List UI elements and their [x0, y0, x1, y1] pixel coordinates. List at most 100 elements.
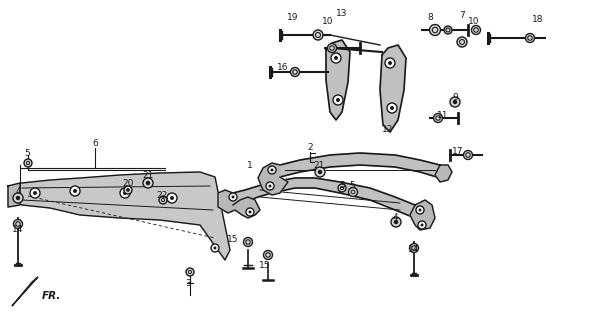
Text: 19: 19 [287, 13, 298, 22]
Circle shape [385, 58, 395, 68]
Circle shape [315, 167, 325, 177]
Circle shape [143, 178, 153, 188]
Polygon shape [435, 165, 452, 182]
Text: 20: 20 [122, 179, 134, 188]
Text: 10: 10 [468, 18, 480, 27]
Circle shape [349, 188, 358, 196]
Text: 9: 9 [452, 93, 458, 102]
Polygon shape [8, 172, 230, 260]
Circle shape [416, 206, 424, 214]
Circle shape [244, 237, 253, 246]
Circle shape [313, 30, 323, 40]
Circle shape [146, 181, 150, 185]
Circle shape [186, 268, 194, 276]
Circle shape [33, 191, 37, 195]
Circle shape [263, 251, 272, 260]
Circle shape [444, 26, 452, 34]
Circle shape [433, 114, 442, 123]
Circle shape [266, 182, 274, 190]
Circle shape [318, 170, 322, 174]
Circle shape [450, 97, 460, 107]
Circle shape [214, 246, 217, 250]
Circle shape [30, 188, 40, 198]
Polygon shape [8, 183, 20, 207]
Text: 12: 12 [382, 125, 393, 134]
Circle shape [246, 208, 254, 216]
Polygon shape [380, 45, 406, 132]
Circle shape [170, 196, 174, 200]
Circle shape [429, 25, 441, 36]
Polygon shape [12, 277, 38, 306]
Circle shape [211, 244, 219, 252]
Polygon shape [258, 163, 288, 195]
Text: 15: 15 [227, 236, 239, 244]
Circle shape [418, 209, 421, 212]
Circle shape [159, 196, 167, 204]
Circle shape [167, 193, 177, 203]
Circle shape [336, 98, 340, 102]
Polygon shape [233, 178, 430, 222]
Polygon shape [218, 190, 260, 218]
Circle shape [14, 220, 23, 228]
Circle shape [268, 166, 276, 174]
Circle shape [391, 217, 401, 227]
Circle shape [463, 150, 472, 159]
Circle shape [16, 196, 20, 200]
Text: 21: 21 [142, 172, 153, 180]
Polygon shape [280, 153, 440, 178]
Circle shape [13, 193, 23, 203]
Text: 8: 8 [427, 13, 433, 22]
Circle shape [387, 103, 397, 113]
Text: 15: 15 [259, 260, 271, 269]
Circle shape [453, 100, 457, 104]
Circle shape [73, 189, 77, 193]
Text: 5: 5 [339, 180, 345, 189]
Polygon shape [410, 200, 435, 230]
Text: 13: 13 [336, 10, 347, 19]
Text: 17: 17 [453, 148, 464, 156]
Text: 5: 5 [24, 148, 30, 157]
Circle shape [248, 211, 251, 213]
Circle shape [70, 186, 80, 196]
Circle shape [124, 186, 132, 194]
Circle shape [270, 169, 273, 172]
Circle shape [123, 191, 127, 195]
Text: 5: 5 [349, 180, 355, 189]
Circle shape [338, 184, 346, 192]
Circle shape [390, 106, 394, 110]
Text: 3: 3 [185, 279, 191, 289]
Circle shape [388, 61, 392, 65]
Text: 16: 16 [277, 63, 289, 73]
Circle shape [24, 159, 32, 167]
Circle shape [472, 26, 481, 35]
Circle shape [232, 196, 235, 198]
Circle shape [334, 56, 338, 60]
Circle shape [269, 185, 272, 188]
Text: FR.: FR. [42, 291, 61, 301]
Circle shape [328, 44, 337, 52]
Text: 18: 18 [533, 15, 544, 25]
Circle shape [418, 221, 426, 229]
Text: 1: 1 [247, 161, 253, 170]
Circle shape [291, 68, 300, 76]
Text: 2: 2 [307, 143, 313, 153]
Text: 14: 14 [13, 226, 24, 235]
Circle shape [331, 53, 341, 63]
Polygon shape [326, 40, 350, 120]
Circle shape [457, 37, 467, 47]
Circle shape [126, 188, 130, 192]
Text: 4: 4 [15, 188, 21, 196]
Text: 14: 14 [408, 245, 420, 254]
Text: 4: 4 [392, 213, 398, 222]
Text: 22: 22 [156, 190, 168, 199]
Circle shape [410, 244, 418, 252]
Circle shape [420, 223, 423, 227]
Text: 10: 10 [322, 18, 334, 27]
Circle shape [120, 188, 130, 198]
Circle shape [333, 95, 343, 105]
Circle shape [229, 193, 237, 201]
Text: 7: 7 [459, 11, 465, 20]
Circle shape [525, 34, 534, 43]
Text: 11: 11 [437, 110, 449, 119]
Text: 21: 21 [313, 161, 325, 170]
